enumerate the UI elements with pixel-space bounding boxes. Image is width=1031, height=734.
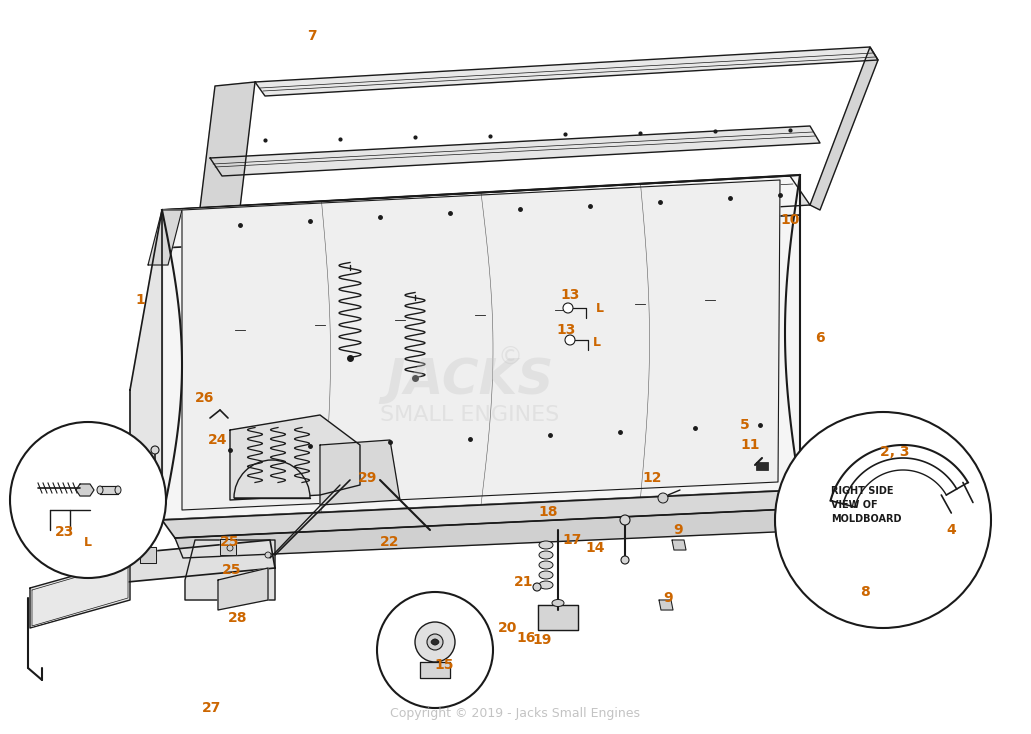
- Text: 4: 4: [946, 523, 956, 537]
- Text: L: L: [84, 536, 92, 548]
- Polygon shape: [140, 547, 156, 563]
- Text: 29: 29: [359, 471, 377, 485]
- Text: 12: 12: [642, 471, 662, 485]
- Text: 1: 1: [135, 293, 145, 307]
- Wedge shape: [234, 460, 310, 498]
- Ellipse shape: [431, 639, 439, 644]
- Polygon shape: [200, 176, 810, 240]
- Polygon shape: [210, 126, 820, 176]
- Ellipse shape: [539, 571, 553, 579]
- Text: 27: 27: [202, 701, 222, 715]
- Text: 16: 16: [517, 631, 536, 645]
- Polygon shape: [185, 540, 275, 600]
- Text: 25: 25: [221, 535, 240, 549]
- Polygon shape: [182, 180, 780, 510]
- Text: 24: 24: [208, 433, 228, 447]
- Polygon shape: [230, 415, 360, 500]
- Polygon shape: [162, 175, 800, 248]
- Circle shape: [427, 634, 443, 650]
- Polygon shape: [80, 540, 275, 586]
- Polygon shape: [100, 486, 118, 494]
- Circle shape: [151, 446, 159, 454]
- Text: L: L: [593, 335, 601, 349]
- Text: 17: 17: [562, 533, 581, 547]
- Circle shape: [658, 493, 668, 503]
- Circle shape: [10, 422, 166, 578]
- Text: ©: ©: [497, 346, 523, 370]
- Polygon shape: [76, 484, 94, 496]
- Text: 25: 25: [223, 563, 241, 577]
- Polygon shape: [538, 605, 578, 630]
- Text: 5: 5: [740, 418, 750, 432]
- Text: 14: 14: [586, 541, 605, 555]
- Text: 22: 22: [380, 535, 400, 549]
- Polygon shape: [162, 175, 800, 520]
- Circle shape: [415, 622, 455, 662]
- Polygon shape: [200, 82, 255, 208]
- Circle shape: [775, 412, 991, 628]
- Text: 15: 15: [434, 658, 454, 672]
- Text: 10: 10: [780, 213, 800, 227]
- Polygon shape: [32, 562, 128, 626]
- Text: 20: 20: [498, 621, 518, 635]
- Ellipse shape: [539, 581, 553, 589]
- Circle shape: [565, 335, 575, 345]
- Polygon shape: [672, 540, 686, 550]
- Polygon shape: [175, 508, 820, 558]
- Text: 2, 3: 2, 3: [880, 445, 909, 459]
- Circle shape: [80, 569, 86, 575]
- Polygon shape: [30, 560, 130, 628]
- Text: 9: 9: [663, 591, 673, 605]
- Circle shape: [621, 556, 629, 564]
- Text: 26: 26: [195, 391, 214, 405]
- Text: 13: 13: [557, 323, 575, 337]
- Text: 8: 8: [860, 585, 870, 599]
- Text: 21: 21: [514, 575, 534, 589]
- Circle shape: [563, 303, 573, 313]
- Text: RIGHT SIDE
VIEW OF
MOLDBOARD: RIGHT SIDE VIEW OF MOLDBOARD: [831, 486, 901, 524]
- Polygon shape: [74, 557, 90, 573]
- Polygon shape: [255, 47, 878, 96]
- Polygon shape: [218, 568, 268, 610]
- Ellipse shape: [539, 561, 553, 569]
- Text: 28: 28: [228, 611, 247, 625]
- Polygon shape: [130, 210, 162, 520]
- Text: 11: 11: [740, 438, 760, 452]
- Text: 19: 19: [532, 633, 552, 647]
- Text: JACKS: JACKS: [387, 356, 554, 404]
- Text: 6: 6: [816, 331, 825, 345]
- Circle shape: [377, 592, 493, 708]
- Text: Copyright © 2019 - Jacks Small Engines: Copyright © 2019 - Jacks Small Engines: [390, 708, 640, 721]
- Circle shape: [265, 552, 271, 558]
- Ellipse shape: [539, 541, 553, 549]
- Text: SMALL ENGINES: SMALL ENGINES: [380, 405, 560, 425]
- Circle shape: [432, 639, 438, 645]
- Polygon shape: [420, 662, 450, 678]
- Circle shape: [620, 515, 630, 525]
- Ellipse shape: [552, 600, 564, 606]
- FancyBboxPatch shape: [756, 462, 768, 470]
- Circle shape: [533, 583, 541, 591]
- Polygon shape: [220, 539, 236, 555]
- Polygon shape: [148, 210, 182, 265]
- Polygon shape: [659, 600, 673, 610]
- Ellipse shape: [97, 486, 103, 494]
- Text: 13: 13: [560, 288, 579, 302]
- Ellipse shape: [115, 486, 121, 494]
- Text: 7: 7: [307, 29, 317, 43]
- Ellipse shape: [539, 551, 553, 559]
- Polygon shape: [320, 440, 400, 505]
- Polygon shape: [162, 490, 812, 538]
- Polygon shape: [810, 47, 878, 210]
- Text: 18: 18: [538, 505, 558, 519]
- Circle shape: [227, 545, 233, 551]
- Text: 9: 9: [673, 523, 683, 537]
- Text: 23: 23: [56, 525, 74, 539]
- Text: L: L: [596, 302, 604, 314]
